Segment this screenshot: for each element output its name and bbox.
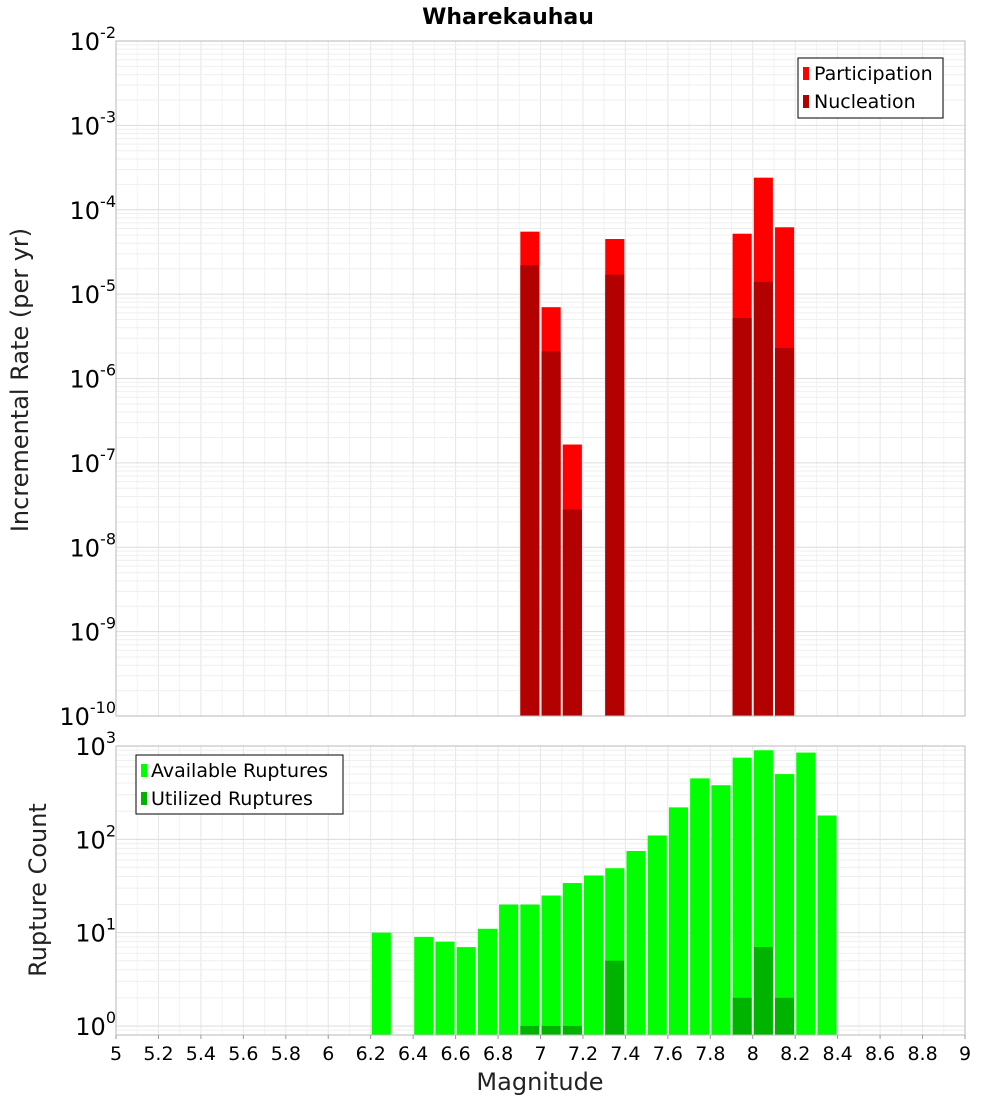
bar-available-ruptures-15 bbox=[711, 785, 731, 1035]
legend-label-nucleation: Nucleation bbox=[814, 91, 916, 113]
bar-available-ruptures-11 bbox=[626, 850, 646, 1035]
x-tick-label-1: 5.2 bbox=[143, 1043, 173, 1065]
bar-available-ruptures-5 bbox=[499, 904, 519, 1035]
bar-available-ruptures-18 bbox=[775, 774, 795, 1035]
top-y-tick-6: 10-4 bbox=[70, 192, 117, 225]
bar-available-ruptures-20 bbox=[817, 815, 837, 1035]
x-tick-label-11: 7.2 bbox=[568, 1043, 598, 1065]
bar-utilized-ruptures-1 bbox=[541, 1025, 561, 1035]
bar-utilized-ruptures-6 bbox=[775, 997, 795, 1035]
bar-available-ruptures-0 bbox=[371, 932, 391, 1035]
bottom-y-axis-label: Rupture Count bbox=[24, 803, 52, 977]
bar-available-ruptures-7 bbox=[541, 895, 561, 1035]
bar-utilized-ruptures-0 bbox=[520, 1025, 540, 1035]
bar-nucleation-6 bbox=[775, 347, 795, 716]
x-tick-label-19: 8.8 bbox=[907, 1043, 937, 1065]
bottom-y-tick-labels: 100 101 102 103 bbox=[75, 728, 116, 1041]
bar-available-ruptures-8 bbox=[562, 883, 582, 1035]
top-bars bbox=[520, 177, 795, 716]
top-y-tick-labels: 10-10 10-9 10-8 10-7 10-6 10-5 10-4 10-3 10-2 bbox=[59, 23, 116, 731]
bottom-bars bbox=[371, 750, 837, 1035]
bottom-y-tick-0: 100 bbox=[75, 1008, 116, 1041]
legend-label-participation: Participation bbox=[814, 63, 933, 85]
x-tick-label-12: 7.4 bbox=[610, 1043, 640, 1065]
top-y-tick-8: 10-2 bbox=[70, 23, 117, 56]
bottom-legend: Available Ruptures Utilized Ruptures bbox=[135, 754, 344, 815]
bar-utilized-ruptures-3 bbox=[605, 960, 625, 1035]
x-tick-label-20: 9 bbox=[959, 1043, 971, 1065]
bar-available-ruptures-4 bbox=[477, 928, 497, 1035]
legend-label-available: Available Ruptures bbox=[151, 760, 328, 782]
top-y-tick-3: 10-7 bbox=[70, 445, 117, 478]
x-tick-label-7: 6.4 bbox=[398, 1043, 428, 1065]
top-y-tick-0: 10-10 bbox=[59, 698, 116, 731]
bar-nucleation-5 bbox=[753, 281, 773, 716]
bottom-y-tick-3: 103 bbox=[75, 728, 116, 761]
bar-nucleation-2 bbox=[562, 509, 582, 716]
bar-available-ruptures-13 bbox=[668, 807, 689, 1035]
bar-available-ruptures-6 bbox=[520, 904, 540, 1035]
x-axis-label: Magnitude bbox=[476, 1068, 603, 1096]
bar-available-ruptures-3 bbox=[456, 947, 476, 1035]
top-y-tick-2: 10-8 bbox=[70, 529, 117, 562]
bar-nucleation-0 bbox=[520, 265, 540, 716]
chart-title: Wharekauhau bbox=[422, 5, 594, 30]
top-y-tick-5: 10-5 bbox=[70, 276, 117, 309]
top-y-tick-1: 10-9 bbox=[70, 614, 117, 647]
bar-nucleation-3 bbox=[605, 274, 625, 716]
x-tick-label-17: 8.4 bbox=[823, 1043, 853, 1065]
bar-utilized-ruptures-2 bbox=[562, 1025, 582, 1035]
bar-utilized-ruptures-5 bbox=[753, 947, 773, 1035]
bar-nucleation-4 bbox=[732, 318, 752, 716]
x-tick-label-13: 7.6 bbox=[653, 1043, 683, 1065]
x-tick-label-5: 6 bbox=[322, 1043, 334, 1065]
x-tick-label-15: 8 bbox=[747, 1043, 759, 1065]
x-tick-label-0: 5 bbox=[110, 1043, 122, 1065]
bar-utilized-ruptures-4 bbox=[732, 997, 752, 1035]
x-tick-label-10: 7 bbox=[534, 1043, 546, 1065]
top-y-axis-label: Incremental Rate (per yr) bbox=[6, 228, 34, 532]
bar-available-ruptures-9 bbox=[584, 875, 604, 1035]
bar-available-ruptures-14 bbox=[690, 778, 710, 1035]
top-gridlines bbox=[115, 40, 966, 717]
x-tick-label-3: 5.6 bbox=[228, 1043, 258, 1065]
top-y-tick-4: 10-6 bbox=[70, 361, 117, 394]
x-tick-label-9: 6.8 bbox=[483, 1043, 513, 1065]
top-y-tick-7: 10-3 bbox=[70, 107, 117, 140]
bar-available-ruptures-12 bbox=[647, 835, 667, 1035]
bar-available-ruptures-2 bbox=[435, 941, 455, 1035]
x-tick-label-4: 5.8 bbox=[271, 1043, 301, 1065]
x-tick-label-2: 5.4 bbox=[186, 1043, 216, 1065]
bar-nucleation-1 bbox=[541, 351, 561, 716]
bottom-legend-box bbox=[135, 754, 344, 815]
top-legend-box bbox=[797, 57, 944, 119]
bottom-y-tick-1: 101 bbox=[75, 915, 116, 948]
x-tick-label-8: 6.6 bbox=[440, 1043, 470, 1065]
x-tick-label-6: 6.2 bbox=[356, 1043, 386, 1065]
top-legend: Participation Nucleation bbox=[797, 57, 944, 119]
legend-label-utilized: Utilized Ruptures bbox=[151, 788, 313, 810]
x-tick-label-16: 8.2 bbox=[780, 1043, 810, 1065]
legend-swatch-utilized bbox=[141, 792, 147, 805]
legend-swatch-available bbox=[141, 764, 147, 777]
x-tick-label-14: 7.8 bbox=[695, 1043, 725, 1065]
bar-available-ruptures-16 bbox=[732, 757, 752, 1035]
x-tick-labels: 5 5.2 5.4 5.6 5.8 6 6.2 6.4 6.6 6.8 7 7.2 7.4 7.6 7.8 8… bbox=[110, 1035, 971, 1065]
x-tick-label-18: 8.6 bbox=[865, 1043, 895, 1065]
bar-available-ruptures-19 bbox=[796, 752, 816, 1035]
legend-swatch-participation bbox=[803, 67, 809, 80]
bottom-y-tick-2: 102 bbox=[75, 821, 116, 854]
top-plot-frame bbox=[115, 40, 966, 717]
bar-available-ruptures-1 bbox=[414, 936, 434, 1035]
legend-swatch-nucleation bbox=[803, 95, 809, 108]
